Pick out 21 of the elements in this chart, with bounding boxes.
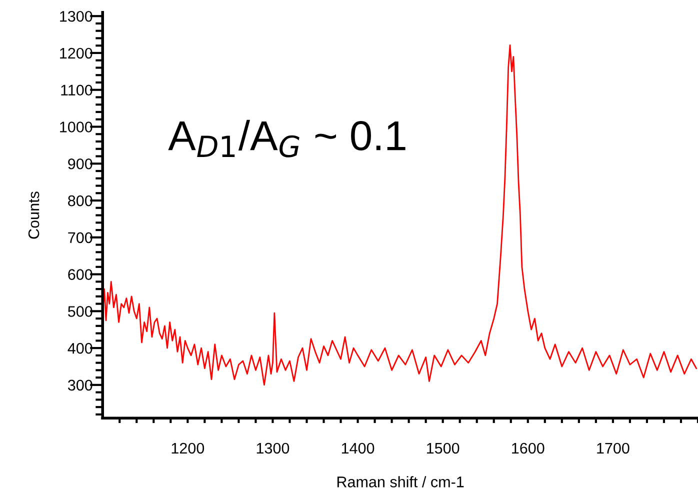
- x-tick-label: 1500: [427, 442, 460, 454]
- y-axis-title: Counts: [28, 192, 40, 239]
- y-tick-label: 800: [68, 195, 92, 206]
- x-axis-title: Raman shift / cm-1: [337, 476, 464, 488]
- y-tick-label: 1200: [60, 48, 92, 59]
- y-tick-label: 500: [68, 306, 92, 317]
- x-tick-label: 1700: [597, 442, 630, 454]
- y-tick-label: 400: [68, 342, 92, 354]
- y-tick-label: 600: [68, 269, 92, 280]
- x-tick-label: 1300: [256, 442, 290, 454]
- x-tick-label: 1600: [512, 442, 544, 454]
- line-series: [102, 44, 697, 386]
- x-tick-label: 1400: [342, 442, 374, 454]
- y-tick-label: 1100: [61, 84, 92, 96]
- y-tick-label: 1300: [60, 10, 92, 22]
- x-tick-label: 1200: [172, 442, 204, 454]
- y-tick-label: 900: [68, 158, 92, 170]
- y-tick-label: 300: [68, 380, 92, 391]
- y-tick-label: 1000: [60, 122, 92, 132]
- annotation: A$_{D1}$/A$_{G}$ ~ 0.1: [168, 120, 406, 158]
- y-tick-label: 700: [68, 232, 92, 244]
